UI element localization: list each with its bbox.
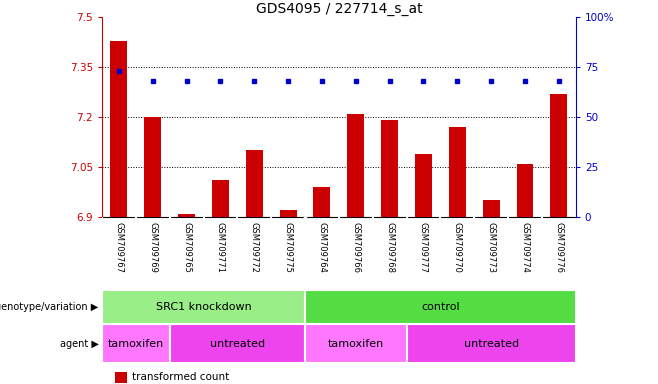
Bar <box>111 41 128 217</box>
Text: GSM709769: GSM709769 <box>148 222 157 273</box>
Bar <box>212 180 229 217</box>
Text: GSM709777: GSM709777 <box>419 222 428 273</box>
Text: tamoxifen: tamoxifen <box>108 339 164 349</box>
Bar <box>517 164 534 217</box>
Bar <box>178 214 195 217</box>
Text: GSM709774: GSM709774 <box>520 222 530 273</box>
Bar <box>407 324 576 363</box>
Text: GSM709771: GSM709771 <box>216 222 225 273</box>
Text: control: control <box>421 302 460 312</box>
Bar <box>449 127 466 217</box>
Text: untreated: untreated <box>210 339 265 349</box>
Text: SRC1 knockdown: SRC1 knockdown <box>156 302 251 312</box>
Title: GDS4095 / 227714_s_at: GDS4095 / 227714_s_at <box>255 2 422 16</box>
Text: agent ▶: agent ▶ <box>60 339 99 349</box>
Bar <box>347 114 365 217</box>
Bar <box>305 324 407 363</box>
Bar <box>246 151 263 217</box>
Bar <box>102 324 170 363</box>
Bar <box>280 210 297 217</box>
Text: untreated: untreated <box>464 339 519 349</box>
Bar <box>415 154 432 217</box>
Text: GSM709768: GSM709768 <box>385 222 394 273</box>
Text: GSM709773: GSM709773 <box>487 222 495 273</box>
Text: GSM709776: GSM709776 <box>554 222 563 273</box>
Text: GSM709765: GSM709765 <box>182 222 191 273</box>
Bar <box>550 94 567 217</box>
Text: GSM709770: GSM709770 <box>453 222 462 273</box>
Text: GSM709775: GSM709775 <box>284 222 293 273</box>
Bar <box>170 324 305 363</box>
Bar <box>102 290 305 324</box>
Text: genotype/variation ▶: genotype/variation ▶ <box>0 302 99 312</box>
Text: tamoxifen: tamoxifen <box>328 339 384 349</box>
Text: transformed count: transformed count <box>132 372 229 382</box>
Bar <box>483 200 499 217</box>
Text: GSM709764: GSM709764 <box>317 222 326 273</box>
Bar <box>381 121 398 217</box>
Bar <box>144 117 161 217</box>
Bar <box>313 187 330 217</box>
Text: GSM709766: GSM709766 <box>351 222 361 273</box>
Text: GSM709772: GSM709772 <box>250 222 259 273</box>
Bar <box>305 290 576 324</box>
Text: GSM709767: GSM709767 <box>114 222 124 273</box>
